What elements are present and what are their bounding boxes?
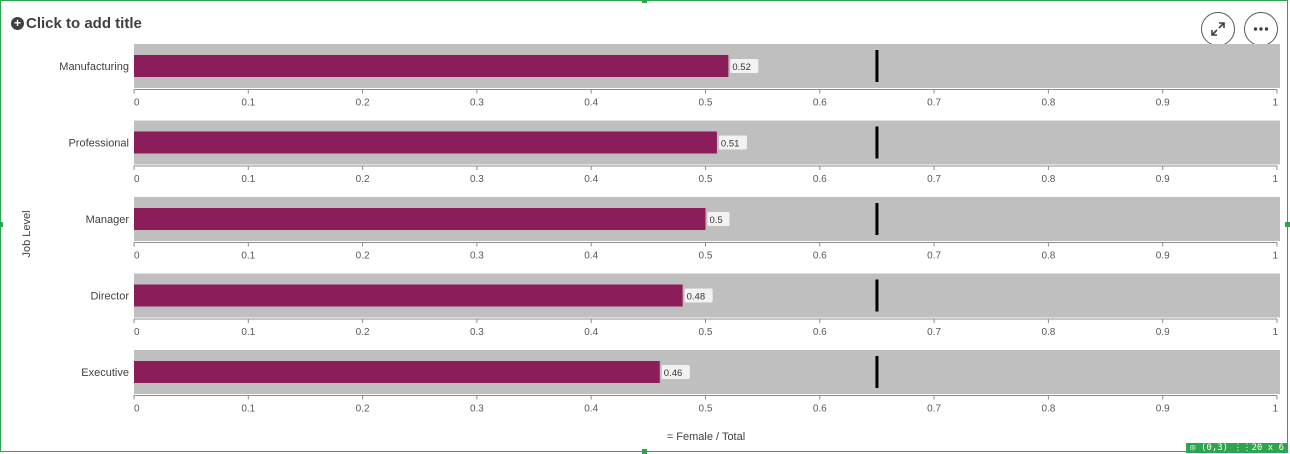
value-label: 0.52 [732, 62, 751, 73]
more-options-icon [1253, 27, 1269, 31]
x-tick-label: 0 [134, 404, 140, 415]
chart-title-placeholder: Click to add title [26, 14, 142, 32]
x-tick-label: 0 [134, 98, 140, 109]
value-bar-manager[interactable] [134, 208, 706, 230]
resize-handle-bottom[interactable] [642, 449, 647, 454]
value-label: 0.48 [687, 292, 706, 303]
y-axis-title: Job Level [21, 210, 33, 257]
x-tick-label: 0.3 [470, 327, 484, 338]
x-tick-label: 0 [134, 251, 140, 262]
category-label: Director [90, 291, 129, 303]
x-tick-label: 0.9 [1156, 98, 1170, 109]
x-tick-label: 1 [1272, 404, 1278, 415]
more-options-button[interactable] [1244, 12, 1278, 46]
x-tick-label: 0.7 [927, 98, 941, 109]
x-tick-label: 0.2 [356, 98, 370, 109]
x-tick-label: 0.3 [470, 98, 484, 109]
value-label: 0.5 [710, 215, 723, 226]
x-tick-label: 0.7 [927, 404, 941, 415]
x-tick-label: 0.7 [927, 251, 941, 262]
x-tick-label: 0.7 [927, 174, 941, 185]
x-tick-label: 0.4 [584, 98, 598, 109]
x-tick-label: 0.1 [241, 404, 255, 415]
value-bar-executive[interactable] [134, 361, 660, 383]
x-tick-label: 0.4 [584, 327, 598, 338]
x-tick-label: 1 [1272, 98, 1278, 109]
x-tick-label: 0.6 [813, 251, 827, 262]
x-tick-label: 0.2 [356, 404, 370, 415]
x-tick-label: 0.2 [356, 251, 370, 262]
x-tick-label: 0.8 [1041, 404, 1055, 415]
x-tick-label: 0.6 [813, 98, 827, 109]
x-tick-label: 0.5 [699, 98, 713, 109]
x-tick-label: 0.9 [1156, 174, 1170, 185]
x-tick-label: 0.5 [699, 251, 713, 262]
x-tick-label: 0.6 [813, 327, 827, 338]
x-tick-label: 0.7 [927, 327, 941, 338]
resize-handle-right[interactable] [1285, 222, 1290, 227]
x-tick-label: 0.6 [813, 174, 827, 185]
x-tick-label: 0.5 [699, 327, 713, 338]
value-label-box [707, 212, 730, 226]
resize-handle-left[interactable] [0, 222, 3, 227]
value-label-box [684, 288, 713, 303]
plus-circle-icon: + [11, 16, 24, 30]
value-label: 0.51 [721, 139, 740, 150]
x-tick-label: 0.2 [356, 327, 370, 338]
resize-handle-top[interactable] [642, 0, 647, 3]
x-tick-label: 0.9 [1156, 404, 1170, 415]
x-tick-label: 0.8 [1041, 98, 1055, 109]
value-bar-manufacturing[interactable] [134, 55, 729, 77]
x-tick-label: 0.5 [699, 404, 713, 415]
x-tick-label: 0.1 [241, 327, 255, 338]
x-tick-label: 0 [134, 327, 140, 338]
x-tick-label: 0.8 [1041, 327, 1055, 338]
value-bar-professional[interactable] [134, 131, 717, 154]
x-tick-label: 0.4 [584, 251, 598, 262]
add-title-button[interactable]: + Click to add title [11, 12, 142, 34]
x-tick-label: 0 [134, 174, 140, 185]
x-tick-label: 0.4 [584, 404, 598, 415]
category-label: Manufacturing [59, 61, 129, 73]
x-tick-label: 0.1 [241, 174, 255, 185]
x-axis-title: = Female / Total [667, 431, 745, 443]
x-tick-label: 0.2 [356, 174, 370, 185]
category-label: Manager [86, 214, 130, 226]
x-tick-label: 1 [1272, 174, 1278, 185]
x-tick-label: 0.6 [813, 404, 827, 415]
value-label-box [661, 365, 690, 379]
x-tick-label: 0.8 [1041, 174, 1055, 185]
x-tick-label: 1 [1272, 251, 1278, 262]
x-tick-label: 0.1 [241, 251, 255, 262]
x-tick-label: 0.8 [1041, 251, 1055, 262]
x-tick-label: 0.3 [470, 404, 484, 415]
x-tick-label: 0.9 [1156, 251, 1170, 262]
category-label: Professional [68, 138, 129, 150]
value-label: 0.46 [664, 368, 683, 379]
x-tick-label: 0.3 [470, 174, 484, 185]
x-tick-label: 0.3 [470, 251, 484, 262]
expand-icon [1211, 22, 1225, 36]
status-badge: ◎ (0,3) ⋮⋮20 x 6 [1186, 443, 1288, 453]
x-tick-label: 0.4 [584, 174, 598, 185]
category-label: Executive [81, 367, 129, 379]
x-tick-label: 0.1 [241, 98, 255, 109]
x-tick-label: 1 [1272, 327, 1278, 338]
x-tick-label: 0.9 [1156, 327, 1170, 338]
value-bar-director[interactable] [134, 284, 683, 307]
value-label-box [730, 59, 759, 73]
value-label-box [718, 135, 747, 150]
x-tick-label: 0.5 [699, 174, 713, 185]
